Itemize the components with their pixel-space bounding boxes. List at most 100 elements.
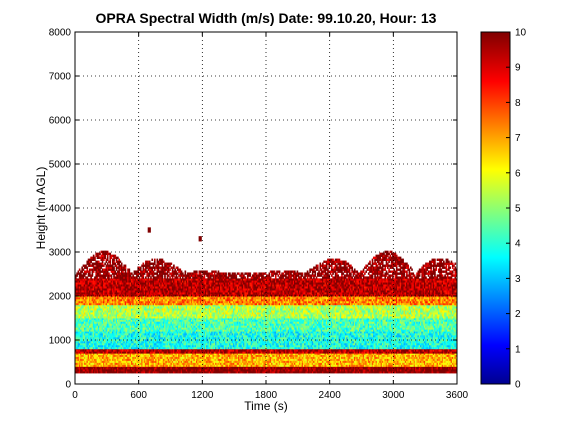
heatmap-cell bbox=[414, 354, 417, 357]
heatmap-cell bbox=[264, 371, 267, 374]
heatmap-cell bbox=[231, 353, 234, 355]
heatmap-cell bbox=[178, 349, 180, 352]
heatmap-cell bbox=[269, 362, 272, 365]
heatmap-cell bbox=[192, 349, 194, 352]
heatmap-cell bbox=[322, 344, 324, 348]
heatmap-cell bbox=[241, 360, 244, 363]
heatmap-cell bbox=[190, 344, 193, 348]
heatmap-cell bbox=[206, 344, 208, 348]
heatmap-cell bbox=[448, 354, 450, 357]
heatmap-cell bbox=[110, 358, 113, 361]
heatmap-cell bbox=[393, 346, 395, 350]
heatmap-cell bbox=[392, 346, 394, 350]
heatmap-cell bbox=[389, 367, 392, 370]
heatmap-cell bbox=[450, 349, 453, 352]
heatmap-cell bbox=[423, 344, 426, 348]
heatmap-cell bbox=[128, 342, 131, 346]
heatmap-cell bbox=[325, 344, 328, 348]
heatmap-cell bbox=[103, 354, 105, 357]
heatmap-cell bbox=[164, 354, 166, 357]
heatmap-cell bbox=[174, 358, 176, 361]
heatmap-cell bbox=[97, 362, 100, 365]
heatmap-cell bbox=[169, 369, 171, 372]
heatmap-cell bbox=[266, 346, 268, 350]
heatmap-cell bbox=[305, 354, 308, 357]
heatmap-cell bbox=[421, 354, 424, 357]
heatmap-cell bbox=[250, 362, 253, 365]
heatmap-cell bbox=[311, 351, 314, 354]
heatmap-cell bbox=[212, 344, 215, 348]
heatmap-cell bbox=[413, 348, 416, 350]
heatmap-cell bbox=[386, 371, 389, 374]
heatmap-cell bbox=[250, 353, 253, 355]
heatmap-cell bbox=[423, 354, 426, 357]
heatmap-cell bbox=[216, 348, 219, 350]
heatmap-cell bbox=[322, 358, 324, 361]
heatmap-cell bbox=[171, 369, 174, 372]
heatmap-cell bbox=[151, 353, 154, 355]
heatmap-cell bbox=[235, 351, 238, 354]
heatmap-cell bbox=[97, 364, 100, 367]
heatmap-cell bbox=[308, 351, 310, 354]
heatmap-cell bbox=[220, 362, 222, 365]
heatmap-cell bbox=[449, 349, 452, 352]
heatmap-cell bbox=[208, 354, 211, 357]
heatmap-cell bbox=[295, 371, 297, 374]
heatmap-cell bbox=[241, 353, 244, 355]
heatmap-cell bbox=[403, 346, 406, 350]
heatmap-cell bbox=[213, 369, 216, 372]
heatmap-cell bbox=[142, 358, 145, 361]
heatmap-cell bbox=[311, 349, 314, 352]
heatmap-cell bbox=[108, 348, 110, 350]
heatmap-cell bbox=[277, 369, 280, 372]
heatmap-cell bbox=[246, 348, 249, 350]
heatmap-cell bbox=[208, 346, 211, 350]
heatmap-cell bbox=[175, 367, 178, 370]
heatmap-cell bbox=[308, 369, 310, 372]
heatmap-cell bbox=[138, 344, 141, 348]
heatmap-cell bbox=[218, 367, 221, 370]
heatmap-cell bbox=[89, 358, 91, 361]
heatmap-cell bbox=[207, 346, 210, 350]
heatmap-cell bbox=[315, 349, 318, 352]
heatmap-cell bbox=[299, 369, 301, 372]
heatmap-cell bbox=[384, 369, 387, 372]
heatmap-cell bbox=[341, 349, 343, 352]
heatmap-cell bbox=[268, 349, 271, 352]
heatmap-cell bbox=[120, 351, 123, 354]
heatmap-cell bbox=[365, 346, 367, 350]
heatmap-cell bbox=[308, 358, 310, 361]
heatmap-cell bbox=[356, 362, 359, 365]
heatmap-cell bbox=[206, 346, 208, 350]
heatmap-cell bbox=[243, 367, 245, 370]
heatmap-cell bbox=[319, 364, 322, 367]
heatmap-cell bbox=[268, 356, 271, 359]
heatmap-cell bbox=[157, 364, 160, 367]
heatmap-cell bbox=[403, 367, 406, 370]
heatmap-cell bbox=[406, 367, 408, 370]
heatmap-cell bbox=[328, 367, 331, 370]
heatmap-cell bbox=[385, 356, 388, 359]
heatmap-cell bbox=[434, 360, 436, 363]
heatmap-cell bbox=[106, 364, 109, 367]
heatmap-cell bbox=[314, 348, 317, 350]
heatmap-cell bbox=[267, 362, 269, 365]
heatmap-cell bbox=[125, 342, 128, 346]
heatmap-cell bbox=[316, 349, 319, 352]
heatmap-cell bbox=[212, 348, 215, 350]
heatmap-cell bbox=[285, 366, 287, 368]
heatmap-cell bbox=[423, 364, 426, 367]
heatmap-cell bbox=[179, 369, 182, 372]
heatmap-cell bbox=[212, 342, 215, 346]
heatmap-cell bbox=[80, 362, 82, 365]
heatmap-cell bbox=[309, 367, 311, 370]
heatmap-cell bbox=[315, 371, 318, 374]
heatmap-cell bbox=[316, 348, 319, 350]
heatmap-cell bbox=[296, 349, 299, 352]
heatmap-cell bbox=[418, 366, 421, 368]
heatmap-cell bbox=[439, 351, 441, 354]
heatmap-cell bbox=[75, 353, 77, 355]
heatmap-cell bbox=[241, 351, 244, 354]
heatmap-cell bbox=[367, 364, 370, 367]
heatmap-cell bbox=[114, 346, 117, 350]
